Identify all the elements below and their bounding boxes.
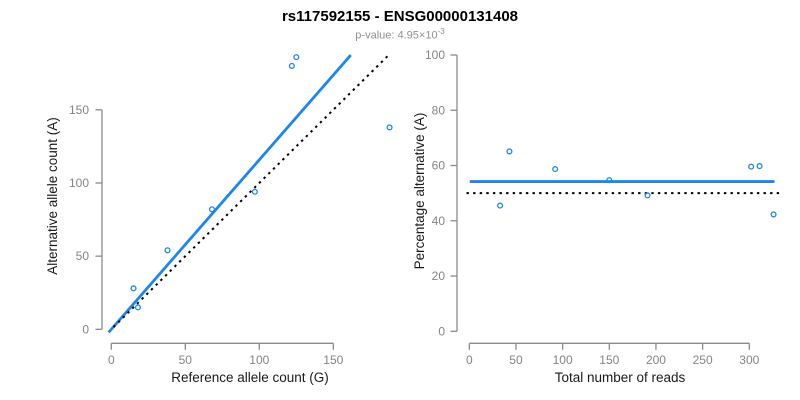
x-tick-label: 100: [553, 353, 573, 367]
data-point: [606, 177, 613, 184]
y-tick-label: 100: [69, 176, 89, 190]
x-tick-label: 50: [509, 353, 523, 367]
y-tick-label: 0: [438, 324, 445, 338]
x-tick-label: 0: [466, 353, 473, 367]
y-tick-label: 40: [432, 214, 446, 228]
identity-line: [112, 52, 391, 328]
x-tick-label: 200: [646, 353, 666, 367]
data-point: [552, 166, 559, 173]
y-tick-label: 0: [82, 322, 89, 336]
x-tick-label: 300: [739, 353, 759, 367]
right-y-axis-label: Percentage alternative (A): [412, 113, 427, 270]
pvalue-exponent: -3: [437, 27, 445, 36]
data-point: [164, 247, 171, 254]
left-y-axis-label: Alternative allele count (A): [45, 117, 60, 275]
fitted-proportion-line: [107, 54, 352, 334]
x-tick-label: 250: [693, 353, 713, 367]
data-point: [386, 124, 393, 131]
y-tick-label: 20: [432, 269, 446, 283]
y-tick-label: 60: [432, 159, 446, 173]
x-tick-label: 150: [323, 353, 343, 367]
data-point: [748, 163, 755, 170]
data-point: [208, 206, 215, 213]
left-scatter-panel: Reference allele count (G) Alternative a…: [45, 52, 393, 385]
y-tick-label: 80: [432, 103, 446, 117]
page-title: rs117592155 - ENSG00000131408: [281, 8, 519, 25]
x-tick-label: 100: [249, 353, 269, 367]
data-point: [644, 192, 651, 199]
y-tick-label: 100: [425, 48, 445, 62]
pvalue-text: p-value: 4.95×10: [355, 29, 438, 42]
right-scatter-panel: Total number of reads Percentage alterna…: [412, 48, 781, 385]
x-tick-label: 50: [179, 353, 193, 367]
right-x-axis-label: Total number of reads: [555, 370, 686, 385]
y-tick-label: 150: [69, 103, 89, 117]
data-point: [288, 62, 295, 69]
x-tick-label: 150: [599, 353, 619, 367]
pvalue-subtitle: p-value: 4.95×10-3: [0, 27, 800, 42]
y-tick-label: 50: [76, 249, 90, 263]
data-point: [506, 148, 513, 155]
x-tick-label: 0: [108, 353, 115, 367]
data-point: [293, 54, 300, 61]
data-point: [130, 285, 137, 292]
data-point: [134, 304, 141, 311]
data-point: [497, 202, 504, 209]
data-point: [756, 163, 763, 170]
data-point: [770, 211, 777, 218]
data-point: [251, 188, 258, 195]
left-x-axis-label: Reference allele count (G): [171, 370, 329, 385]
